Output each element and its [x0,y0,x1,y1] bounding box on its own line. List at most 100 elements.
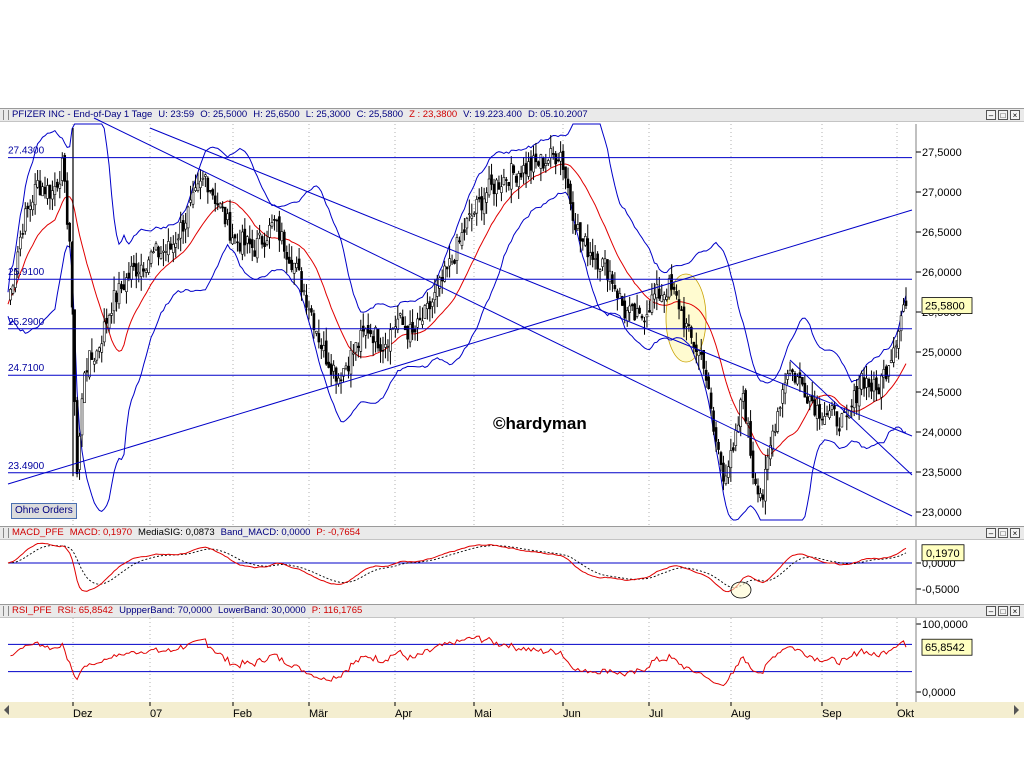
candle-body [727,466,730,478]
candle-body [428,301,432,310]
candle-body [902,304,905,312]
candle-body [300,271,303,293]
candle-body [665,296,668,300]
horizontal-level-label: 23.4900 [8,461,45,472]
candle-body [722,462,725,482]
candle-body [132,262,136,267]
minimize-icon[interactable]: – [986,606,996,616]
candle-body [648,310,651,313]
candle-body [93,360,96,365]
grip-icon[interactable] [3,110,9,120]
main_panel-title-part: V: 19.223.400 [463,109,522,120]
candle-body [60,157,64,181]
horizontal-level-label: 24.7100 [8,363,45,374]
candle-body [41,186,44,197]
grip-icon[interactable] [3,528,9,538]
candle-body [51,190,54,200]
candle-body [603,258,607,264]
candle-body [120,284,123,289]
candle-body [453,260,456,264]
candle-body [509,163,513,190]
candle-body [73,309,76,402]
candle-body [147,259,150,273]
scroll-left-icon[interactable] [4,705,9,715]
candle-body [379,344,382,352]
candle-body [337,377,340,385]
maximize-icon[interactable]: □ [998,528,1008,538]
candle-body [236,241,239,244]
candle-body [801,377,804,385]
horizontal-levels-layer [8,157,912,474]
bollinger-lower [7,191,907,521]
candle-body [401,316,405,326]
candle-body [514,176,518,183]
orders-button[interactable]: Ohne Orders [11,503,77,519]
candle-body [347,365,350,372]
candle-body [278,216,281,241]
close-icon[interactable]: × [1010,528,1020,538]
candle-body [285,251,289,260]
candle-body [127,272,131,279]
candle-body [865,378,868,388]
candle-body [329,363,333,376]
candle-body [433,292,437,301]
candle-body [692,341,696,349]
maximize-icon[interactable]: □ [998,606,1008,616]
main_panel-title-part: O: 25,5000 [200,109,248,120]
candle-body [877,387,881,395]
candle-body [231,237,234,245]
moving-average-layer [7,163,907,457]
price-panel-window-buttons: – □ × [984,109,1020,121]
candle-body [820,418,824,421]
candle-body [14,269,17,288]
candle-body [228,211,232,241]
candle-body [206,177,210,193]
close-icon[interactable]: × [1010,606,1020,616]
candle-body [667,278,671,298]
candle-body [125,277,128,292]
time-tick-label: Jul [649,708,663,720]
candle-body [739,399,743,427]
candle-body [19,236,22,250]
candle-body [783,382,787,394]
candle-body [117,283,121,305]
scroll-right-icon[interactable] [1014,705,1019,715]
candle-body [500,186,503,193]
candle-body [144,269,148,273]
time-tick-label: Dez [73,708,93,720]
candle-body [142,268,145,272]
candle-body [613,285,617,290]
maximize-icon[interactable]: □ [998,110,1008,120]
macd_panel-title-part: MediaSIG: 0,0873 [138,527,215,538]
grip-icon[interactable] [3,606,9,616]
candle-body [139,264,143,277]
minimize-icon[interactable]: – [986,528,996,538]
candle-body [633,303,636,321]
candle-body [697,350,701,356]
candle-body [191,191,195,205]
candle-body [840,413,844,428]
candle-body [519,172,523,178]
candle-body [223,206,227,225]
candle-body [889,360,893,363]
macd-highlight-ellipse [730,581,752,599]
candle-body [9,289,12,301]
candle-body [884,366,888,380]
minimize-icon[interactable]: – [986,110,996,120]
trend-line [149,127,913,437]
candle-body [322,345,326,352]
macd-signal-line [7,545,907,588]
candle-body [685,323,688,327]
candle-body [327,361,331,368]
candle-body [83,372,86,404]
trend-line [7,209,913,485]
candle-body [857,387,861,407]
candle-body [122,284,126,291]
candle-body [549,148,553,159]
candle-body [796,376,799,385]
close-icon[interactable]: × [1010,110,1020,120]
candle-body [280,231,284,242]
candle-body [130,265,133,280]
candle-body [793,372,797,383]
candle-body [302,290,306,293]
